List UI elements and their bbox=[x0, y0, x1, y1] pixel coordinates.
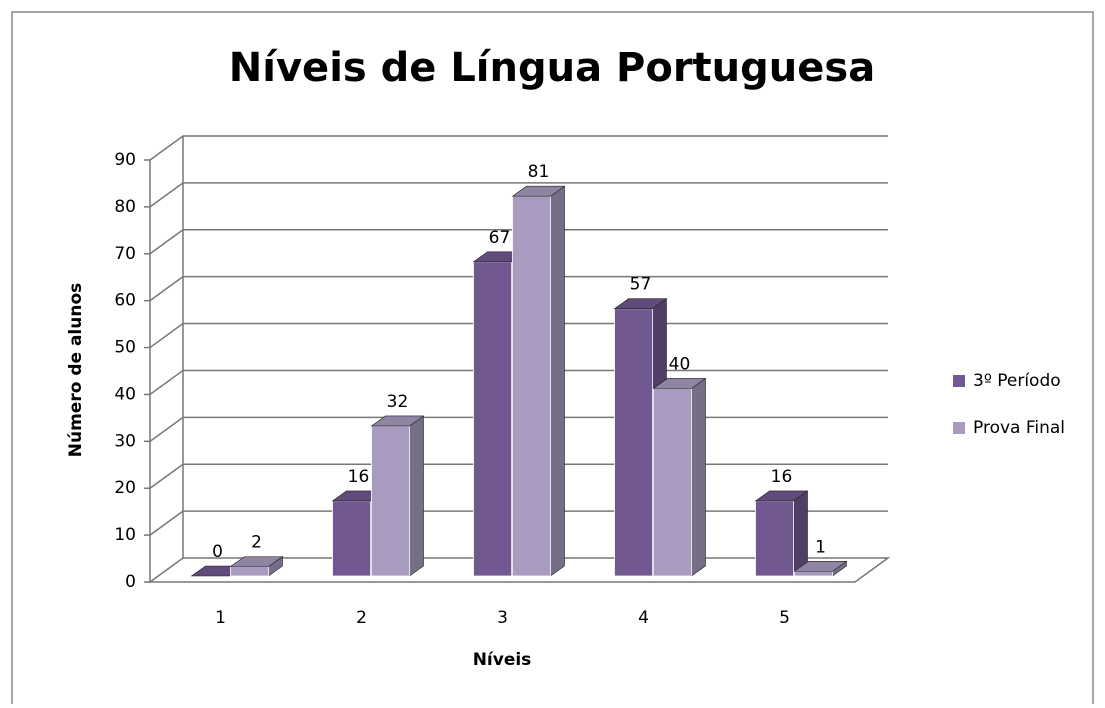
bar-top bbox=[370, 415, 425, 427]
bar-side bbox=[409, 415, 424, 577]
data-label: 1 bbox=[815, 537, 826, 557]
bar-front bbox=[371, 425, 410, 577]
data-label: 0 bbox=[212, 542, 223, 562]
legend-label: Prova Final bbox=[973, 418, 1065, 438]
bar-front bbox=[794, 570, 833, 577]
bar bbox=[793, 560, 848, 577]
bar-top bbox=[793, 561, 848, 572]
bar-top bbox=[229, 556, 284, 567]
data-label: 32 bbox=[387, 392, 409, 412]
x-tick-label: 4 bbox=[638, 608, 649, 628]
y-tick-label: 20 bbox=[114, 478, 136, 498]
grid-line bbox=[149, 135, 888, 161]
y-tick-label: 40 bbox=[114, 384, 136, 404]
bar-front bbox=[653, 388, 692, 577]
bar-front bbox=[614, 308, 653, 577]
bar-front bbox=[230, 566, 269, 577]
data-label: 57 bbox=[630, 275, 652, 295]
y-tick-label: 10 bbox=[114, 525, 136, 545]
bar bbox=[370, 415, 425, 577]
bar-side bbox=[691, 377, 706, 577]
grid-line bbox=[149, 182, 888, 208]
data-label: 16 bbox=[771, 467, 793, 487]
bar-top bbox=[511, 185, 566, 197]
grid-line bbox=[149, 229, 888, 255]
bar bbox=[229, 556, 284, 577]
bar-top bbox=[754, 490, 809, 502]
bar-front bbox=[512, 195, 551, 577]
x-tick-label: 2 bbox=[356, 608, 367, 628]
bar-side bbox=[550, 185, 565, 577]
y-tick-label: 60 bbox=[114, 291, 136, 311]
chart-title: Níveis de Língua Portuguesa bbox=[229, 45, 875, 91]
bar bbox=[754, 490, 809, 577]
y-tick-label: 30 bbox=[114, 431, 136, 451]
x-axis-label: Níveis bbox=[473, 650, 532, 670]
bar-top bbox=[652, 378, 707, 389]
bar bbox=[652, 377, 707, 577]
y-tick-label: 90 bbox=[114, 150, 136, 170]
bar-front bbox=[332, 500, 371, 577]
legend-swatch bbox=[953, 422, 965, 434]
data-label: 67 bbox=[489, 228, 511, 248]
legend-label: 3º Período bbox=[973, 371, 1061, 391]
y-tick-label: 0 bbox=[125, 572, 136, 592]
data-label: 40 bbox=[669, 354, 691, 374]
grid-line bbox=[149, 275, 888, 302]
bar-front bbox=[755, 500, 794, 577]
y-tick-label: 80 bbox=[114, 197, 136, 217]
x-tick-label: 1 bbox=[215, 608, 226, 628]
bar-top bbox=[613, 298, 668, 310]
data-label: 2 bbox=[251, 533, 262, 553]
bar bbox=[511, 185, 566, 577]
data-label: 16 bbox=[348, 467, 370, 487]
legend-swatch bbox=[953, 375, 965, 387]
data-label: 81 bbox=[528, 162, 550, 182]
y-tick-label: 50 bbox=[114, 338, 136, 358]
bar-front bbox=[473, 261, 512, 577]
y-tick-label: 70 bbox=[114, 244, 136, 264]
y-axis-label: Número de alunos bbox=[66, 283, 86, 457]
x-tick-label: 3 bbox=[497, 608, 508, 628]
x-tick-label: 5 bbox=[779, 608, 790, 628]
